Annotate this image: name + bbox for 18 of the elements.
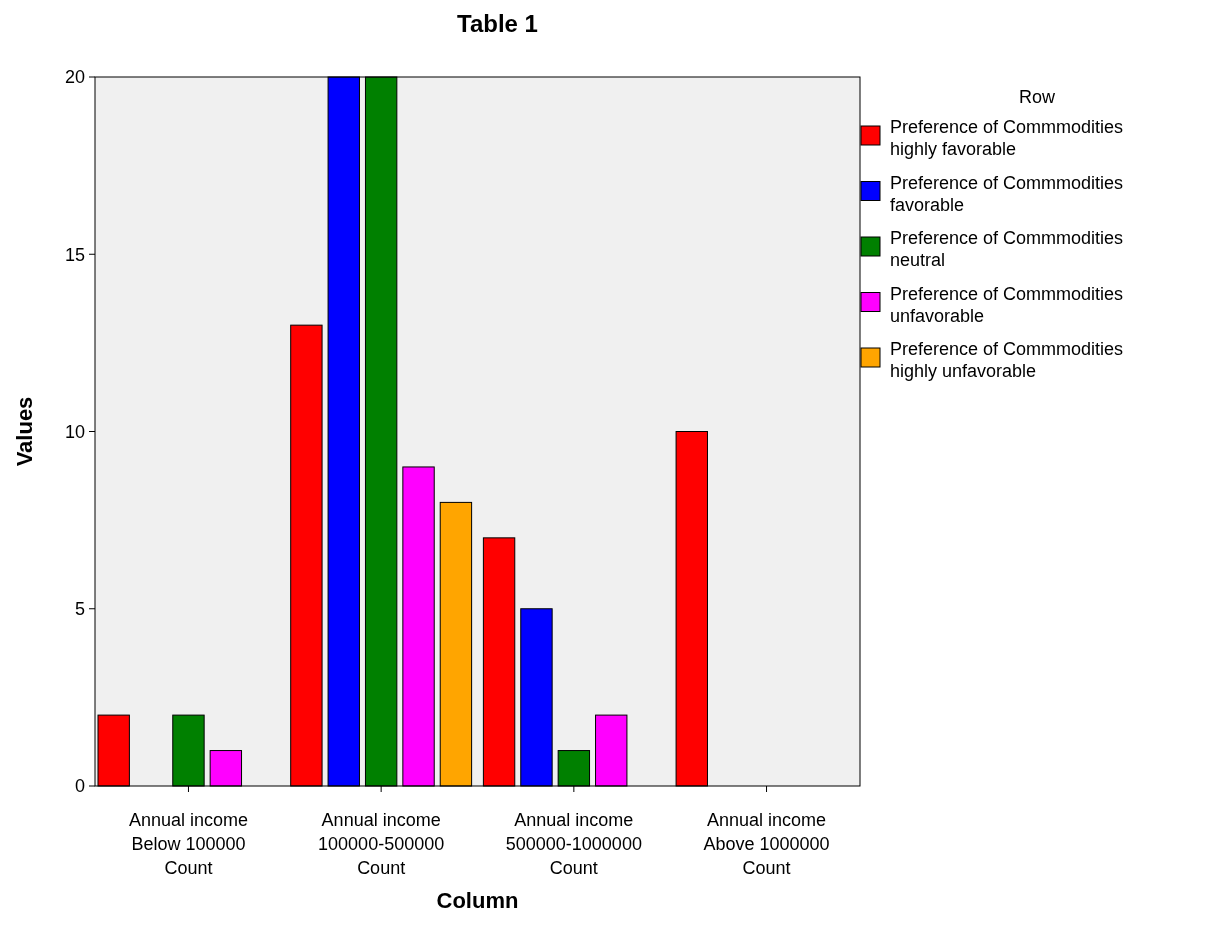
y-tick-label: 0 xyxy=(74,776,85,797)
chart-title: Table 1 xyxy=(457,10,538,37)
x-tick-label: Annual income 100000-500000 Count xyxy=(318,810,445,878)
y-tick-label: 5 xyxy=(74,599,85,620)
legend-title: Row xyxy=(1018,87,1056,107)
legend-label: Preference of Commmodities highly favorable xyxy=(890,117,1124,159)
y-axis-title: Values xyxy=(12,396,37,467)
x-axis-title: Column xyxy=(436,888,519,913)
legend-label: Preference of Commmodities neutral xyxy=(890,228,1124,270)
legend-label: Preference of Commmodities unfavorable xyxy=(890,283,1124,326)
x-tick-label: Annual income Above 1000000 Count xyxy=(703,810,830,878)
x-tick-label: Annual income 500000-1000000 Count xyxy=(505,810,642,878)
legend-label: Preference of Commmodities highly unfavorable xyxy=(890,339,1124,381)
y-tick-label: 20 xyxy=(64,67,85,88)
y-tick-label: 10 xyxy=(64,421,85,442)
legend-label: Preference of Commmodities favorable xyxy=(890,172,1124,215)
y-tick-label: 15 xyxy=(64,244,85,265)
x-tick-label: Annual income Below 100000 Count xyxy=(128,810,248,878)
